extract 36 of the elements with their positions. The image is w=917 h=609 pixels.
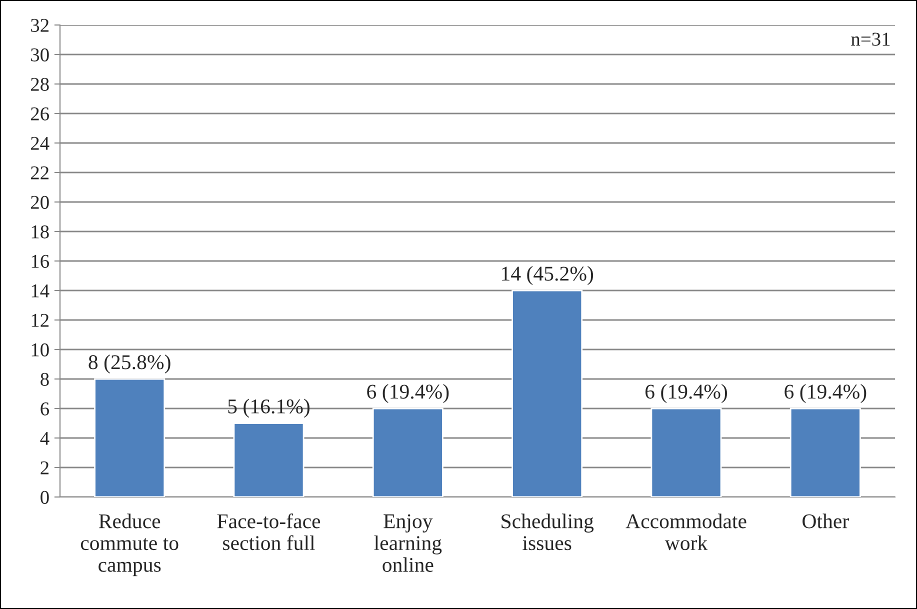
y-tick-label: 30 (31, 48, 49, 62)
x-tick-label: Other (802, 514, 849, 528)
y-tick-label: 10 (32, 343, 49, 356)
data-label: 6 (19.4%) (367, 384, 449, 403)
y-tick-label: 0 (40, 490, 49, 504)
y-tick-label: 2 (40, 461, 49, 474)
data-label: 5 (16.1%) (228, 398, 310, 418)
bar (650, 408, 722, 497)
data-label: 6 (19.4%) (645, 384, 727, 403)
x-tick-label: Reduce commute to campus (80, 514, 178, 576)
bar (790, 408, 861, 497)
y-tick-label: 14 (32, 284, 50, 298)
data-label: 14 (45.2%) (502, 266, 594, 285)
data-label: 6 (19.4%) (784, 384, 866, 403)
bar (94, 378, 166, 497)
y-tick-label: 12 (32, 314, 49, 327)
y-tick-label: 32 (31, 18, 49, 32)
bar (372, 408, 444, 497)
annotation: n=31 (851, 32, 890, 46)
x-tick-label: Scheduling issues (502, 514, 594, 550)
y-tick-label: 26 (30, 107, 50, 120)
data-label: 8 (25.8%) (88, 354, 170, 374)
y-tick-label: 22 (30, 166, 49, 180)
x-tick-label: Enjoy learning online (374, 514, 442, 572)
bar (233, 422, 304, 497)
y-tick-label: 8 (40, 372, 49, 386)
y-tick-label: 6 (40, 402, 50, 416)
y-tick-label: 4 (40, 432, 50, 445)
y-tick-label: 18 (32, 225, 49, 238)
y-tick-label: 20 (30, 196, 49, 209)
y-tick-label: 16 (32, 254, 50, 268)
x-tick-label: Face-to-face section full (217, 513, 320, 550)
y-tick-label: 28 (30, 78, 49, 91)
bar (512, 290, 583, 497)
x-tick-label: Accommodate work (626, 514, 746, 550)
y-tick-label: 24 (30, 136, 50, 150)
